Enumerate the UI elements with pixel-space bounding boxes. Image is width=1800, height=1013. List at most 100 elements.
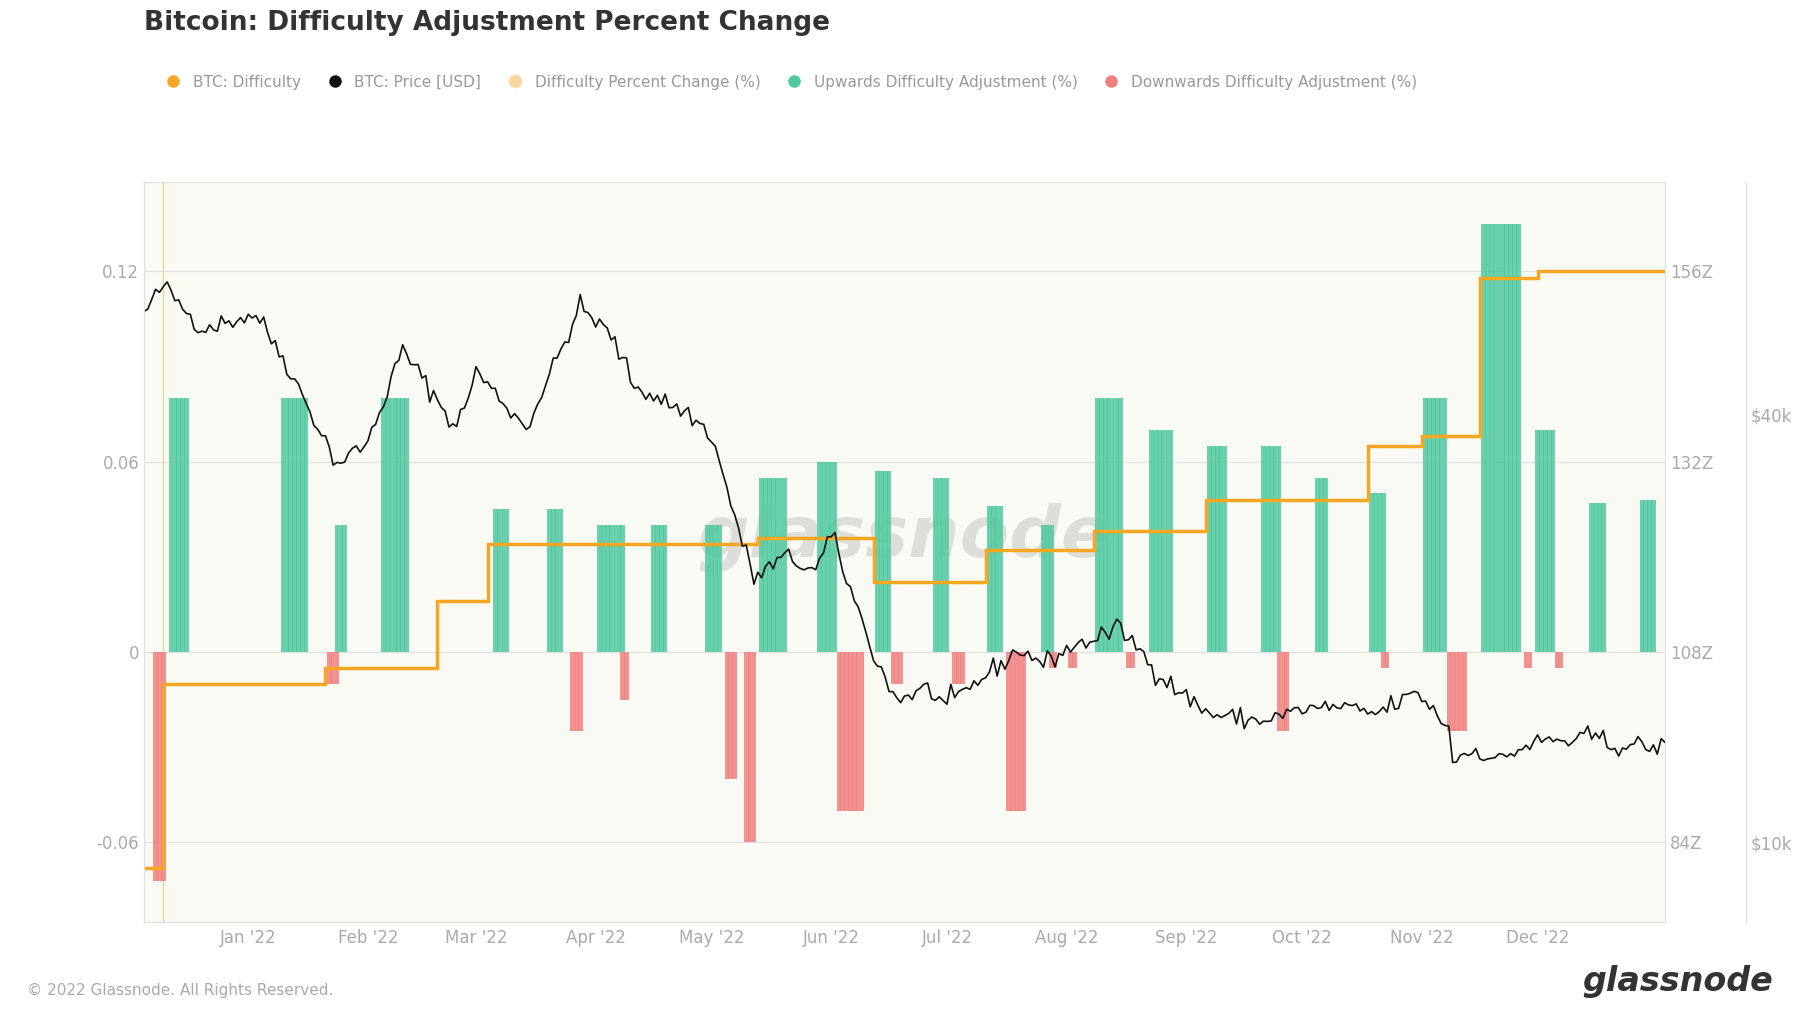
Bar bbox=[493, 510, 497, 652]
Bar bbox=[284, 398, 290, 652]
Bar bbox=[1525, 652, 1528, 668]
Bar bbox=[1492, 224, 1498, 652]
Bar bbox=[617, 525, 621, 652]
Bar bbox=[184, 398, 189, 652]
Bar bbox=[1040, 525, 1046, 652]
Bar bbox=[1276, 446, 1282, 652]
Bar bbox=[1118, 398, 1123, 652]
Bar bbox=[783, 477, 787, 652]
Bar bbox=[1539, 430, 1544, 652]
Bar bbox=[763, 477, 769, 652]
Bar bbox=[281, 398, 284, 652]
Bar bbox=[1130, 652, 1134, 668]
Bar bbox=[1647, 499, 1652, 652]
Bar bbox=[621, 525, 625, 652]
Bar bbox=[335, 525, 340, 652]
Bar bbox=[180, 398, 185, 652]
Bar bbox=[882, 471, 887, 652]
Bar bbox=[288, 398, 293, 652]
Bar bbox=[342, 525, 347, 652]
Bar bbox=[1546, 430, 1552, 652]
Bar bbox=[817, 462, 823, 652]
Bar bbox=[1111, 398, 1116, 652]
Bar bbox=[752, 652, 756, 843]
Bar bbox=[504, 510, 509, 652]
Bar bbox=[1323, 477, 1328, 652]
Bar bbox=[767, 477, 772, 652]
Bar bbox=[1154, 430, 1157, 652]
Bar bbox=[1431, 398, 1436, 652]
Bar bbox=[716, 525, 722, 652]
Bar bbox=[855, 652, 860, 810]
Bar bbox=[706, 525, 709, 652]
Bar bbox=[837, 652, 841, 810]
Bar bbox=[1481, 224, 1485, 652]
Bar bbox=[959, 652, 965, 684]
Bar bbox=[1381, 652, 1386, 668]
Bar bbox=[1651, 499, 1656, 652]
Bar bbox=[1381, 493, 1386, 652]
Bar bbox=[1114, 398, 1120, 652]
Bar bbox=[1168, 430, 1174, 652]
Bar bbox=[1100, 398, 1103, 652]
Bar bbox=[1022, 652, 1026, 810]
Bar bbox=[1458, 652, 1463, 731]
Bar bbox=[891, 652, 895, 684]
Text: glassnode: glassnode bbox=[698, 502, 1111, 572]
Bar bbox=[878, 471, 884, 652]
Bar bbox=[1073, 652, 1076, 668]
Bar bbox=[1269, 446, 1274, 652]
Bar bbox=[1489, 224, 1494, 652]
Bar bbox=[662, 525, 668, 652]
Bar bbox=[169, 398, 173, 652]
Bar bbox=[157, 652, 162, 880]
Bar bbox=[1049, 652, 1053, 668]
Bar bbox=[844, 652, 850, 810]
Bar bbox=[1273, 446, 1278, 652]
Bar bbox=[1222, 446, 1228, 652]
Bar bbox=[956, 652, 961, 684]
Bar bbox=[833, 462, 837, 652]
Bar bbox=[1640, 499, 1643, 652]
Bar bbox=[1276, 652, 1282, 731]
Bar bbox=[1157, 430, 1161, 652]
Bar bbox=[328, 652, 331, 684]
Bar bbox=[1512, 224, 1517, 652]
Bar bbox=[709, 525, 715, 652]
Bar bbox=[1451, 652, 1454, 731]
Bar bbox=[1427, 398, 1431, 652]
Bar bbox=[396, 398, 401, 652]
Bar bbox=[1424, 398, 1427, 652]
Bar bbox=[625, 652, 628, 700]
Bar bbox=[574, 652, 578, 731]
Bar bbox=[554, 510, 560, 652]
Bar bbox=[1046, 525, 1049, 652]
Bar bbox=[301, 398, 304, 652]
Bar bbox=[1535, 430, 1541, 652]
Bar bbox=[747, 652, 752, 843]
Bar bbox=[1103, 398, 1107, 652]
Bar bbox=[601, 525, 607, 652]
Bar bbox=[938, 477, 941, 652]
Bar bbox=[729, 652, 733, 779]
Bar bbox=[385, 398, 389, 652]
Bar bbox=[1208, 446, 1211, 652]
Bar bbox=[547, 510, 551, 652]
Bar bbox=[1316, 477, 1319, 652]
Bar bbox=[1435, 398, 1440, 652]
Bar bbox=[887, 471, 891, 652]
Bar bbox=[400, 398, 405, 652]
Bar bbox=[779, 477, 783, 652]
Bar bbox=[1006, 652, 1012, 810]
Bar bbox=[338, 525, 344, 652]
Bar bbox=[655, 525, 661, 652]
Bar bbox=[1067, 652, 1073, 668]
Bar bbox=[774, 477, 779, 652]
Bar bbox=[331, 652, 335, 684]
Bar bbox=[1053, 652, 1057, 668]
Bar bbox=[895, 652, 898, 684]
Bar bbox=[382, 398, 385, 652]
Bar bbox=[1496, 224, 1501, 652]
Bar bbox=[621, 652, 625, 700]
Bar bbox=[824, 462, 830, 652]
